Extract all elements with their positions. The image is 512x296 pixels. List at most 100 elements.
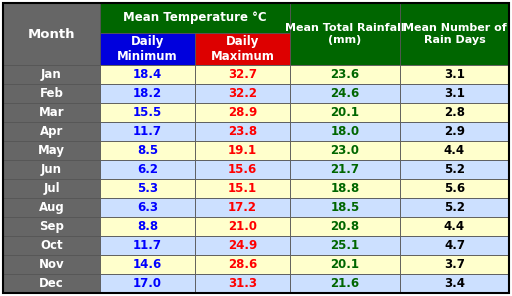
Text: 18.8: 18.8 bbox=[330, 182, 359, 195]
Bar bbox=[290, 236, 400, 255]
Text: 5.6: 5.6 bbox=[444, 182, 465, 195]
Bar bbox=[195, 274, 290, 293]
Bar bbox=[100, 198, 195, 217]
Bar bbox=[400, 84, 509, 103]
Text: 15.6: 15.6 bbox=[228, 163, 257, 176]
Text: 23.0: 23.0 bbox=[331, 144, 359, 157]
Bar bbox=[400, 160, 509, 179]
Bar bbox=[400, 255, 509, 274]
Bar bbox=[3, 122, 100, 141]
Text: 8.8: 8.8 bbox=[137, 220, 158, 233]
Text: 18.2: 18.2 bbox=[133, 87, 162, 100]
Text: Mean Temperature °C: Mean Temperature °C bbox=[123, 12, 267, 25]
Bar bbox=[100, 141, 195, 160]
Bar bbox=[3, 3, 100, 65]
Text: 24.6: 24.6 bbox=[330, 87, 359, 100]
Bar bbox=[3, 65, 100, 84]
Bar bbox=[400, 141, 509, 160]
Text: 3.7: 3.7 bbox=[444, 258, 465, 271]
Bar bbox=[100, 103, 195, 122]
Bar bbox=[195, 198, 290, 217]
Text: 15.5: 15.5 bbox=[133, 106, 162, 119]
Text: Mar: Mar bbox=[39, 106, 65, 119]
Text: 6.2: 6.2 bbox=[137, 163, 158, 176]
Text: 17.2: 17.2 bbox=[228, 201, 257, 214]
Text: Jan: Jan bbox=[41, 68, 62, 81]
Bar bbox=[100, 33, 195, 65]
Bar bbox=[290, 3, 400, 65]
Bar bbox=[3, 236, 100, 255]
Text: 18.4: 18.4 bbox=[133, 68, 162, 81]
Text: 5.2: 5.2 bbox=[444, 201, 465, 214]
Bar bbox=[400, 217, 509, 236]
Text: 4.4: 4.4 bbox=[444, 220, 465, 233]
Bar bbox=[100, 160, 195, 179]
Text: May: May bbox=[38, 144, 65, 157]
Text: 21.6: 21.6 bbox=[330, 277, 359, 290]
Text: 8.5: 8.5 bbox=[137, 144, 158, 157]
Bar bbox=[290, 217, 400, 236]
Bar bbox=[290, 122, 400, 141]
Bar bbox=[3, 274, 100, 293]
Text: 14.6: 14.6 bbox=[133, 258, 162, 271]
Bar bbox=[100, 255, 195, 274]
Bar bbox=[400, 122, 509, 141]
Bar bbox=[290, 179, 400, 198]
Bar bbox=[100, 274, 195, 293]
Text: 20.1: 20.1 bbox=[331, 106, 359, 119]
Bar bbox=[400, 103, 509, 122]
Text: 25.1: 25.1 bbox=[330, 239, 359, 252]
Text: 15.1: 15.1 bbox=[228, 182, 257, 195]
Bar bbox=[3, 84, 100, 103]
Text: 20.8: 20.8 bbox=[330, 220, 359, 233]
Text: Oct: Oct bbox=[40, 239, 63, 252]
Bar bbox=[290, 160, 400, 179]
Text: Mean Number of
Rain Days: Mean Number of Rain Days bbox=[402, 23, 506, 45]
Text: 5.2: 5.2 bbox=[444, 163, 465, 176]
Text: Daily
Maximum: Daily Maximum bbox=[210, 35, 274, 64]
Bar bbox=[100, 217, 195, 236]
Bar bbox=[100, 3, 290, 33]
Bar bbox=[195, 179, 290, 198]
Text: Sep: Sep bbox=[39, 220, 64, 233]
Bar bbox=[195, 255, 290, 274]
Text: 32.7: 32.7 bbox=[228, 68, 257, 81]
Text: 3.4: 3.4 bbox=[444, 277, 465, 290]
Text: 21.7: 21.7 bbox=[331, 163, 359, 176]
Bar bbox=[290, 141, 400, 160]
Text: Jul: Jul bbox=[43, 182, 60, 195]
Bar bbox=[195, 160, 290, 179]
Bar bbox=[195, 236, 290, 255]
Bar bbox=[400, 3, 509, 65]
Bar bbox=[195, 122, 290, 141]
Bar bbox=[3, 103, 100, 122]
Bar bbox=[195, 217, 290, 236]
Text: Daily
Minimum: Daily Minimum bbox=[117, 35, 178, 64]
Bar bbox=[195, 103, 290, 122]
Text: 4.7: 4.7 bbox=[444, 239, 465, 252]
Text: 31.3: 31.3 bbox=[228, 277, 257, 290]
Text: 2.9: 2.9 bbox=[444, 125, 465, 138]
Bar bbox=[290, 84, 400, 103]
Bar bbox=[400, 179, 509, 198]
Text: 3.1: 3.1 bbox=[444, 68, 465, 81]
Text: 19.1: 19.1 bbox=[228, 144, 257, 157]
Text: 4.4: 4.4 bbox=[444, 144, 465, 157]
Text: 21.0: 21.0 bbox=[228, 220, 257, 233]
Text: 18.5: 18.5 bbox=[330, 201, 359, 214]
Bar bbox=[290, 103, 400, 122]
Bar bbox=[100, 84, 195, 103]
Bar bbox=[3, 179, 100, 198]
Text: 3.1: 3.1 bbox=[444, 87, 465, 100]
Text: 11.7: 11.7 bbox=[133, 125, 162, 138]
Text: 23.8: 23.8 bbox=[228, 125, 257, 138]
Text: 18.0: 18.0 bbox=[330, 125, 359, 138]
Text: 17.0: 17.0 bbox=[133, 277, 162, 290]
Text: 11.7: 11.7 bbox=[133, 239, 162, 252]
Bar bbox=[290, 274, 400, 293]
Bar bbox=[100, 179, 195, 198]
Bar bbox=[195, 141, 290, 160]
Text: Nov: Nov bbox=[39, 258, 65, 271]
Text: 23.6: 23.6 bbox=[330, 68, 359, 81]
Text: Dec: Dec bbox=[39, 277, 64, 290]
